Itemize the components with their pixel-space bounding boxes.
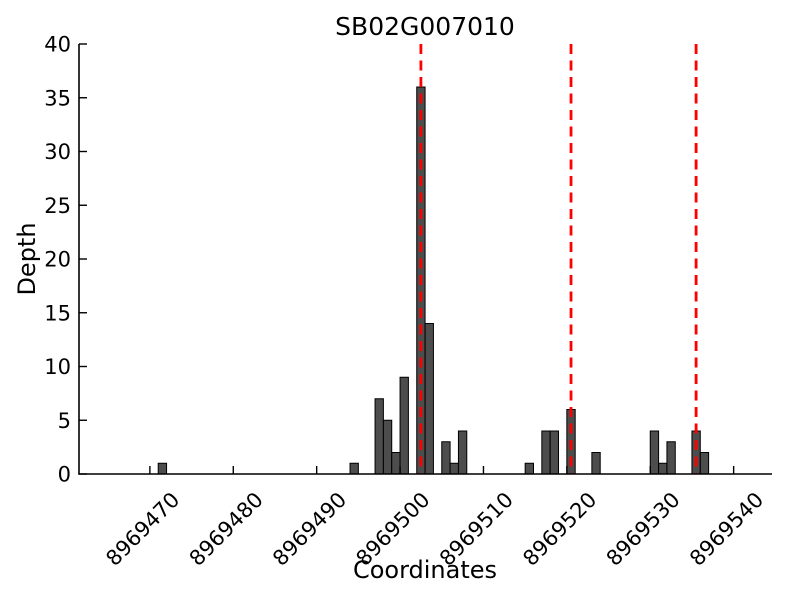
y-tick-label: 30	[44, 140, 71, 164]
bar	[349, 462, 359, 475]
y-tick-label: 20	[44, 248, 71, 272]
y-tick-label: 25	[44, 194, 71, 218]
x-tick-label: 8969530	[602, 488, 685, 571]
bar	[374, 398, 384, 475]
plot-area: 0 5 10 15 20 25 30 35 40 8969470 8969480 8969490 896…	[44, 33, 772, 571]
bar	[549, 430, 560, 475]
x-tick-label: 8969520	[518, 488, 601, 571]
bar	[691, 430, 701, 475]
bar	[666, 441, 676, 475]
y-tick-label: 15	[44, 301, 71, 325]
x-axis-label: Coordinates	[353, 556, 497, 584]
chart-title: SB02G007010	[335, 12, 515, 41]
bar	[391, 452, 401, 475]
bar	[699, 452, 710, 475]
bar	[457, 430, 468, 475]
x-tick-label: 8969470	[101, 488, 184, 571]
bar	[449, 462, 459, 475]
x-tick-label: 8969490	[268, 488, 351, 571]
bar	[157, 462, 168, 475]
bar	[441, 441, 451, 475]
bar	[658, 462, 668, 475]
y-axis-label: Depth	[13, 222, 41, 295]
y-tick-label: 40	[44, 33, 71, 57]
bar	[524, 462, 534, 475]
bar	[541, 430, 551, 475]
y-tick-label: 0	[58, 463, 71, 487]
bar	[424, 323, 434, 475]
y-tick-label: 5	[58, 409, 71, 433]
bar	[399, 376, 409, 475]
x-tick-label: 8969540	[685, 488, 768, 571]
y-tick-label: 10	[44, 355, 71, 379]
bar	[591, 452, 601, 475]
bar	[382, 419, 393, 475]
bar	[649, 430, 660, 475]
y-tick-label: 35	[44, 86, 71, 110]
x-tick-label: 8969480	[185, 488, 268, 571]
